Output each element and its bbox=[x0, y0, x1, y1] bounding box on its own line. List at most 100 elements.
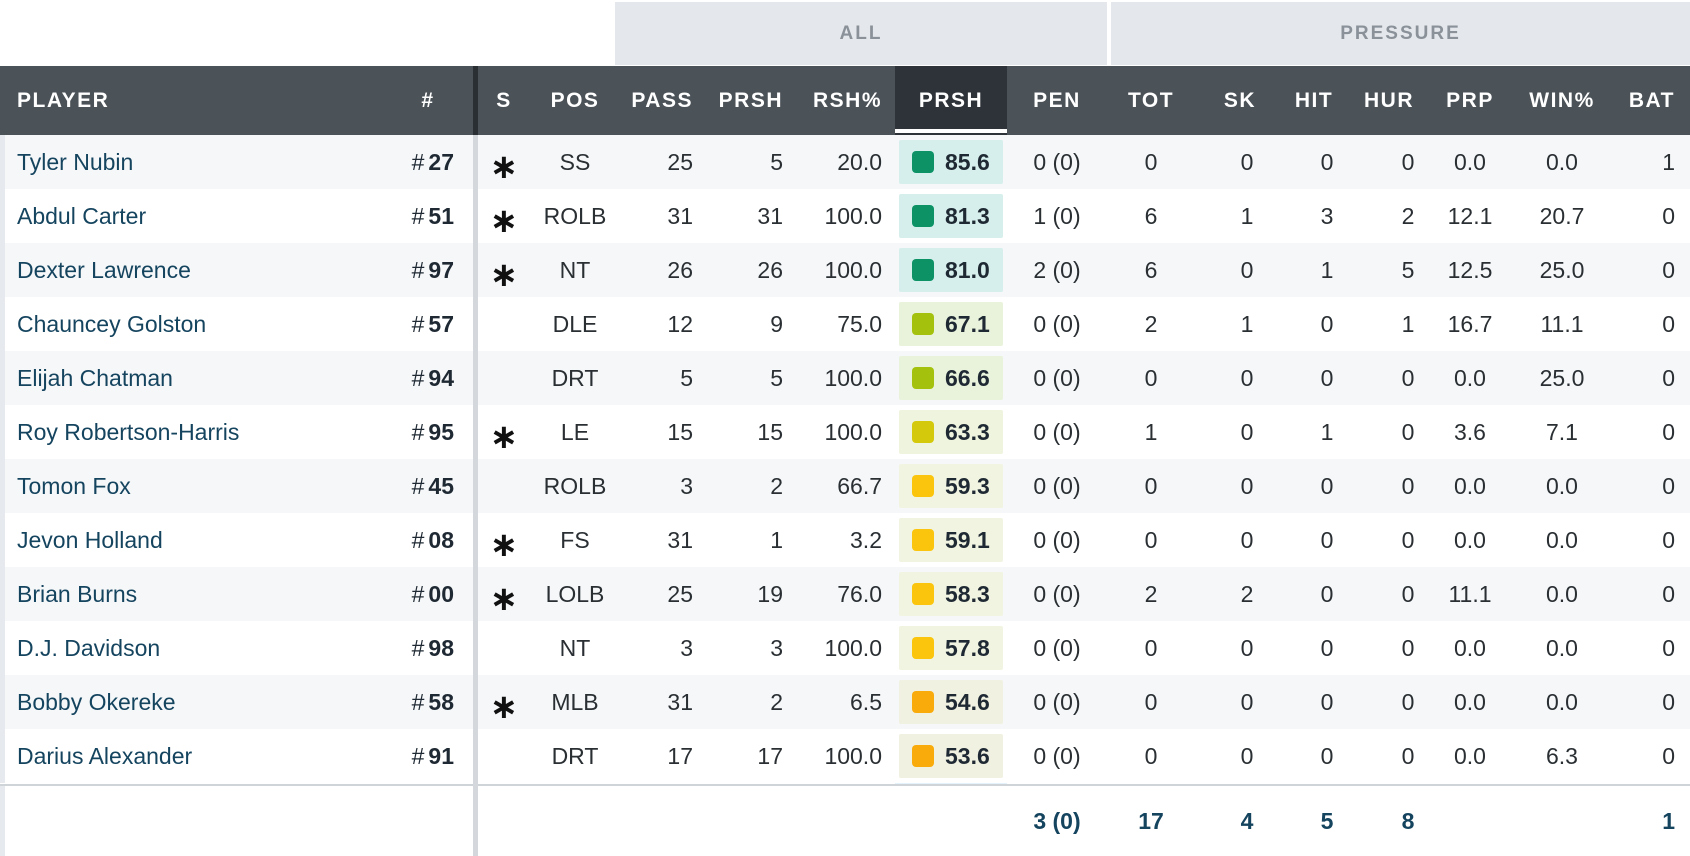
grade-value: 53.6 bbox=[945, 742, 990, 769]
player-name-link[interactable]: Tomon Fox bbox=[17, 472, 131, 499]
cell-bat: 1 bbox=[1662, 148, 1675, 175]
col-header-win-pct[interactable]: WIN% bbox=[1529, 88, 1595, 112]
cell-sk: 0 bbox=[1240, 148, 1254, 175]
table-row: Roy Robertson-Harris #95 ∗ LE 15 15 100.0 0 (0)… bbox=[0, 405, 1690, 459]
col-header-hit[interactable]: HIT bbox=[1294, 88, 1334, 112]
cell-prp: 16.7 bbox=[1447, 310, 1493, 337]
cell-bat: 0 bbox=[1662, 418, 1675, 445]
cell-prp: 0.0 bbox=[1454, 688, 1486, 715]
cell-rsh-pct: 100.0 bbox=[824, 364, 882, 391]
cell-tot: 1 bbox=[1144, 418, 1158, 445]
col-header-hur[interactable]: HUR bbox=[1364, 88, 1414, 112]
cell-pos: FS bbox=[560, 526, 590, 553]
col-header-rsh-pct[interactable]: RSH% bbox=[812, 88, 882, 112]
jersey-number: 51 bbox=[428, 202, 454, 229]
col-header-pen[interactable]: PEN bbox=[1033, 88, 1081, 112]
cell-tot: 6 bbox=[1144, 202, 1158, 229]
cell-starter: ∗ bbox=[478, 189, 530, 243]
col-header-pass[interactable]: PASS bbox=[631, 88, 693, 112]
cell-prsh-grade: 58.3 bbox=[895, 567, 1007, 621]
player-name-link[interactable]: Chauncey Golston bbox=[17, 310, 207, 337]
cell-player: Tyler Nubin bbox=[17, 135, 387, 189]
col-header-player[interactable]: PLAYER bbox=[17, 88, 110, 112]
player-name-link[interactable]: Brian Burns bbox=[17, 580, 138, 607]
cell-pass: 15 bbox=[667, 418, 693, 445]
starter-asterisk-icon: ∗ bbox=[489, 202, 519, 240]
cell-tot: 6 bbox=[1144, 256, 1158, 283]
col-header-jersey[interactable]: # bbox=[421, 88, 435, 112]
col-header-prp[interactable]: PRP bbox=[1446, 88, 1494, 112]
cell-pass: 12 bbox=[667, 310, 693, 337]
player-name-link[interactable]: Bobby Okereke bbox=[17, 688, 176, 715]
col-header-starter[interactable]: S bbox=[496, 88, 512, 112]
cell-pos: ROLB bbox=[543, 202, 607, 229]
cell-pen: 0 (0) bbox=[1033, 742, 1081, 769]
cell-pen: 0 (0) bbox=[1033, 148, 1081, 175]
total-pen: 3 (0) bbox=[1033, 807, 1081, 834]
cell-pos: MLB bbox=[551, 688, 599, 715]
cell-pen: 0 (0) bbox=[1033, 364, 1081, 391]
table-row: Dexter Lawrence #97 ∗ NT 26 26 100.0 2 (0) 6 0 1 5 1… bbox=[0, 243, 1690, 297]
cell-starter: ∗ bbox=[478, 405, 530, 459]
cell-hur: 0 bbox=[1401, 634, 1415, 661]
cell-player: Dexter Lawrence bbox=[17, 243, 387, 297]
group-header-all: ALL bbox=[615, 2, 1107, 65]
cell-hit: 1 bbox=[1320, 256, 1334, 283]
cell-starter bbox=[478, 729, 530, 783]
player-name-link[interactable]: Darius Alexander bbox=[17, 742, 193, 769]
group-header-pressure: PRESSURE bbox=[1111, 2, 1690, 65]
grade-color-square-icon bbox=[912, 313, 934, 335]
cell-prsh-grade: 54.6 bbox=[895, 675, 1007, 729]
total-bat: 1 bbox=[1662, 807, 1675, 834]
grade-value: 58.3 bbox=[945, 580, 990, 607]
cell-player: Roy Robertson-Harris bbox=[17, 405, 387, 459]
starter-asterisk-icon: ∗ bbox=[489, 580, 519, 618]
cell-prsh-grade: 85.6 bbox=[895, 135, 1007, 189]
jersey-prefix: # bbox=[411, 202, 425, 229]
grade-value: 81.3 bbox=[945, 202, 990, 229]
cell-hit: 0 bbox=[1320, 688, 1334, 715]
jersey-number: 27 bbox=[428, 148, 454, 175]
cell-player: D.J. Davidson bbox=[17, 621, 387, 675]
col-header-sk[interactable]: SK bbox=[1223, 88, 1257, 112]
grade-badge: 57.8 bbox=[899, 626, 1003, 670]
col-header-prsh-grade[interactable]: PRSH bbox=[895, 66, 1007, 135]
cell-sk: 0 bbox=[1240, 634, 1254, 661]
cell-pen: 0 (0) bbox=[1033, 472, 1081, 499]
col-header-prsh[interactable]: PRSH bbox=[718, 88, 783, 112]
player-name-link[interactable]: D.J. Davidson bbox=[17, 634, 161, 661]
player-name-link[interactable]: Tyler Nubin bbox=[17, 148, 134, 175]
cell-prsh-grade: 63.3 bbox=[895, 405, 1007, 459]
cell-prsh: 9 bbox=[770, 310, 783, 337]
player-name-link[interactable]: Roy Robertson-Harris bbox=[17, 418, 240, 445]
player-name-link[interactable]: Abdul Carter bbox=[17, 202, 147, 229]
cell-hit: 0 bbox=[1320, 148, 1334, 175]
cell-bat: 0 bbox=[1662, 634, 1675, 661]
player-name-link[interactable]: Dexter Lawrence bbox=[17, 256, 191, 283]
table-row: Bobby Okereke #58 ∗ MLB 31 2 6.5 0 (0) 0 0 0 0 0.0 0.… bbox=[0, 675, 1690, 729]
player-name-link[interactable]: Elijah Chatman bbox=[17, 364, 173, 391]
cell-rsh-pct: 20.0 bbox=[837, 148, 882, 175]
jersey-number: 58 bbox=[428, 688, 454, 715]
cell-hur: 0 bbox=[1401, 742, 1415, 769]
cell-rsh-pct: 100.0 bbox=[824, 256, 882, 283]
total-sk: 4 bbox=[1240, 807, 1254, 834]
jersey-prefix: # bbox=[411, 580, 425, 607]
cell-prsh: 5 bbox=[770, 148, 783, 175]
frozen-column-divider-header bbox=[473, 66, 478, 135]
jersey-number: 94 bbox=[428, 364, 454, 391]
col-header-pos[interactable]: POS bbox=[550, 88, 600, 112]
grade-badge: 85.6 bbox=[899, 140, 1003, 184]
col-header-tot[interactable]: TOT bbox=[1127, 88, 1175, 112]
grade-value: 63.3 bbox=[945, 418, 990, 445]
jersey-prefix: # bbox=[411, 148, 425, 175]
cell-hur: 5 bbox=[1401, 256, 1415, 283]
jersey-number: 95 bbox=[428, 418, 454, 445]
col-header-bat[interactable]: BAT bbox=[1628, 88, 1675, 112]
player-name-link[interactable]: Jevon Holland bbox=[17, 526, 163, 553]
grade-value: 85.6 bbox=[945, 148, 990, 175]
cell-rsh-pct: 100.0 bbox=[824, 634, 882, 661]
cell-pass: 25 bbox=[667, 580, 693, 607]
cell-prsh: 15 bbox=[757, 418, 783, 445]
cell-win-pct: 6.3 bbox=[1546, 742, 1578, 769]
